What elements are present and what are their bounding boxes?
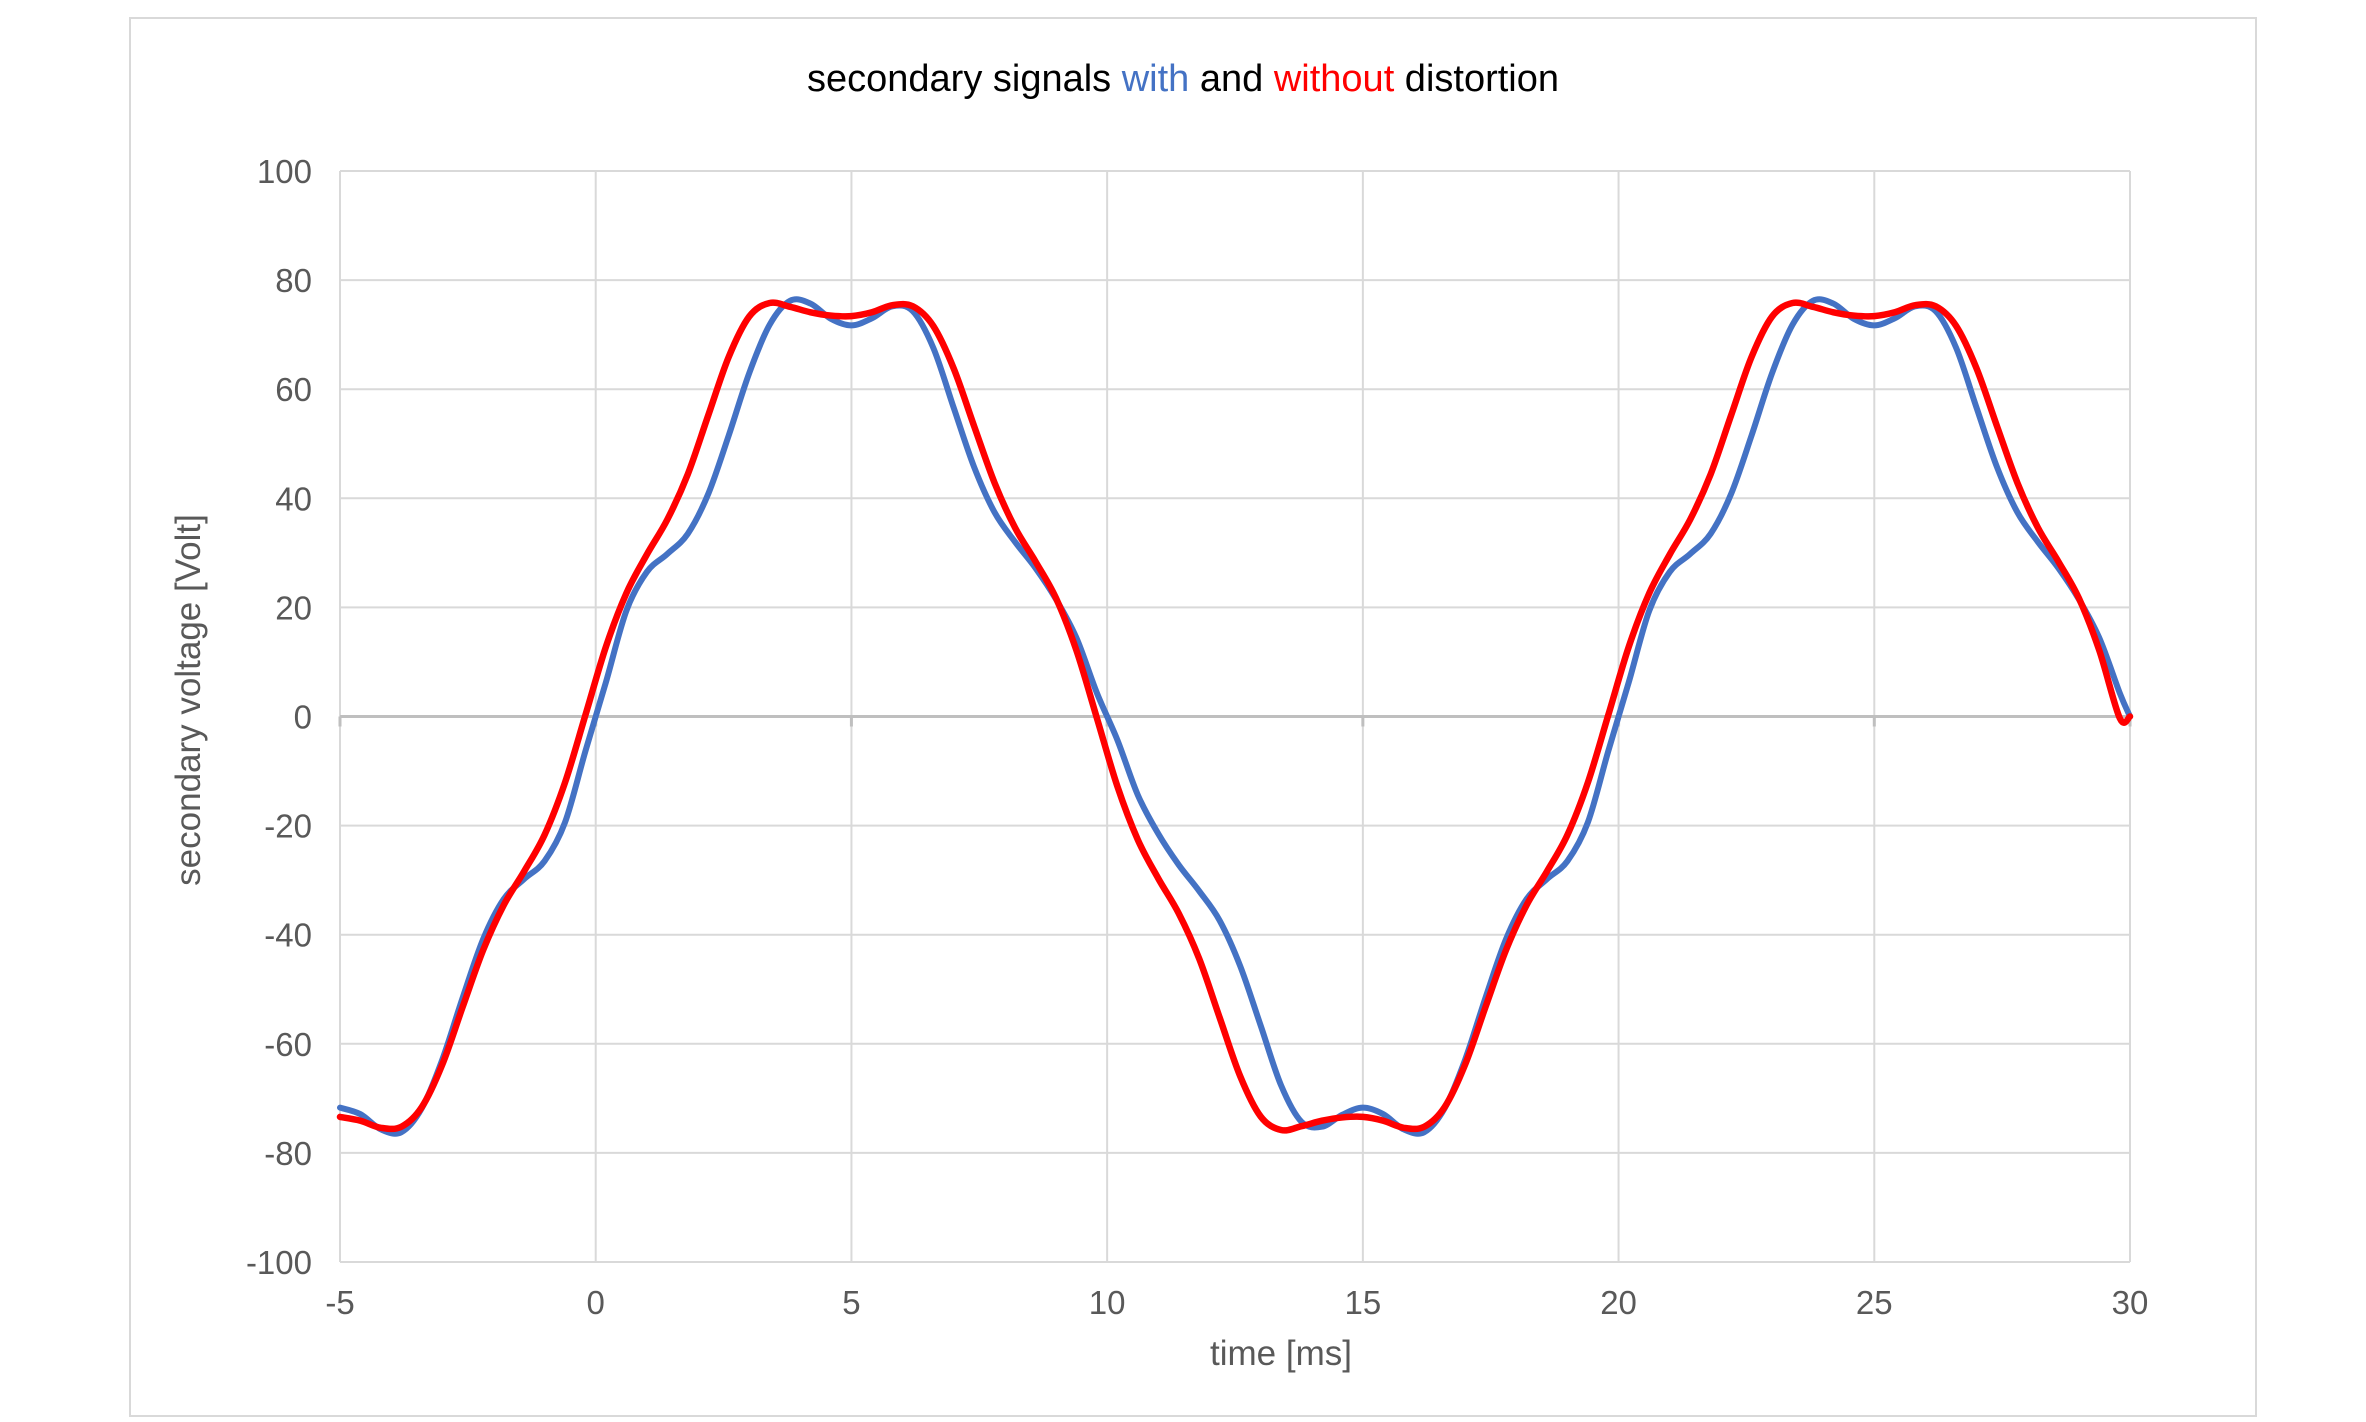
x-tick-label: 25 <box>1856 1284 1893 1321</box>
series-line-with-distortion <box>337 296 2133 1137</box>
y-tick-label: -60 <box>264 1026 312 1063</box>
y-tick-label: 60 <box>275 371 312 408</box>
tick-labels: 100 80 60 40 20 0 -20 -40 -60 -80 -100 -5 0 5 10 15 20 25… <box>246 153 2148 1321</box>
y-tick-label: 80 <box>275 262 312 299</box>
x-tick-label: 15 <box>1344 1284 1381 1321</box>
title-part-with: with <box>1121 58 1190 100</box>
axes <box>338 715 2132 727</box>
chart-title: secondary signals with and without disto… <box>0 58 2366 101</box>
y-tick-label: 100 <box>257 153 312 190</box>
y-tick-label: -40 <box>264 917 312 954</box>
y-axis-title: secondary voltage [Volt] <box>169 514 208 886</box>
title-part-1: secondary signals <box>807 58 1122 100</box>
series-lines <box>336 296 2134 1137</box>
y-tick-label: 0 <box>294 699 312 736</box>
x-tick-label: 5 <box>842 1284 860 1321</box>
y-tick-label: -100 <box>246 1244 312 1281</box>
x-tick-label: 30 <box>2112 1284 2149 1321</box>
y-tick-label: -80 <box>264 1135 312 1172</box>
title-part-without: without <box>1273 58 1395 100</box>
x-tick-label: 10 <box>1089 1284 1126 1321</box>
x-tick-label: -5 <box>325 1284 354 1321</box>
x-tick-label: 20 <box>1600 1284 1637 1321</box>
title-part-and: and <box>1189 58 1274 100</box>
y-tick-label: 20 <box>275 589 312 626</box>
y-tick-label: 40 <box>275 480 312 517</box>
x-tick-label: 0 <box>587 1284 605 1321</box>
title-part-distortion: distortion <box>1394 58 1559 100</box>
series-line-without-distortion <box>336 299 2134 1134</box>
y-tick-label: -20 <box>264 808 312 845</box>
x-axis-title: time [ms] <box>1210 1334 1352 1373</box>
